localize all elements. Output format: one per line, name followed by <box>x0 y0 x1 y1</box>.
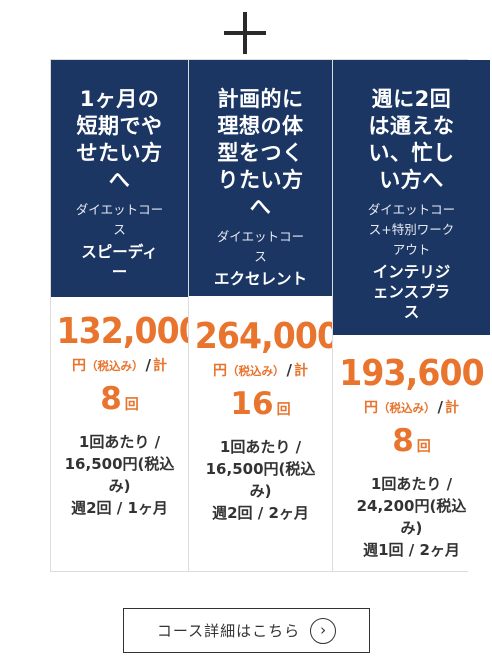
price-yen: 円 <box>363 400 378 416</box>
plan-detail: 1回あたり / 16,500円(税込 み) 週2回 / 1ヶ月 <box>64 433 175 517</box>
price-slash: / <box>145 356 151 374</box>
price-note: 円（税込み） / 計 <box>333 397 490 419</box>
session-count-number: 8 <box>100 381 122 417</box>
plan-price-block: 264,000 円（税込み） / 計 16 回 1回あたり / 16,500円(税込 … <box>189 296 340 524</box>
plan-title: 週に2回 は通えな い、忙し い方へ <box>368 87 455 192</box>
plan-detail: 1回あたり / 24,200円(税込 み) 週1回 / 2ヶ月 <box>356 475 467 559</box>
course-detail-button-label: コース詳細はこちら <box>156 622 301 640</box>
plan-course-label: ダイエットコー ス <box>216 229 305 264</box>
plan-course-name: エクセレント <box>213 270 307 288</box>
plan-detail: 1回あたり / 16,500円(税込 み) 週2回 / 2ヶ月 <box>205 438 316 522</box>
plan-header: 週に2回 は通えな い、忙し い方へ ダイエットコー ス+特別ワーク アウト イ… <box>333 60 490 335</box>
session-count-number: 16 <box>230 386 274 422</box>
price-tax-note: （税込み） <box>86 359 144 373</box>
plan-column-intelligence-plus: 週に2回 は通えな い、忙し い方へ ダイエットコー ス+特別ワーク アウト イ… <box>332 60 490 571</box>
price-tax-note: （税込み） <box>227 364 285 378</box>
price-total-label: 計 <box>293 363 308 379</box>
chevron-right-circle-icon: › <box>310 617 337 644</box>
plan-price: 193,600 <box>339 353 484 394</box>
course-detail-button[interactable]: コース詳細はこちら › <box>123 608 370 653</box>
price-tax-note: （税込み） <box>377 401 436 415</box>
price-total-label: 計 <box>152 358 167 374</box>
price-note: 円（税込み） / 計 <box>189 360 332 382</box>
price-yen: 円 <box>72 358 86 374</box>
plan-column-excellent: 計画的に 理想の体 型をつく りたい方 へ ダイエットコー ス エクセレント 2… <box>188 60 340 571</box>
price-total-label: 計 <box>444 400 459 416</box>
plan-header: 計画的に 理想の体 型をつく りたい方 へ ダイエットコー ス エクセレント <box>189 60 332 296</box>
plan-course-name: インテリジ ェンスプラ ス <box>372 263 451 321</box>
plan-price: 264,000 <box>194 316 340 357</box>
session-count-unit: 回 <box>124 397 139 413</box>
plan-title: 1ヶ月の 短期でや せたい方 へ <box>76 87 163 192</box>
plan-course-name: スピーディ ー <box>81 243 158 281</box>
price-note: 円（税込み） / 計 <box>51 355 188 377</box>
session-count-unit: 回 <box>416 439 431 455</box>
plan-course-label: ダイエットコー ス <box>75 202 164 237</box>
session-count-unit: 回 <box>276 402 291 418</box>
plan-title: 計画的に 理想の体 型をつく りたい方 へ <box>217 87 304 219</box>
price-slash: / <box>286 361 292 379</box>
price-slash: / <box>437 398 443 416</box>
plan-comparison-table: 1ヶ月の 短期でや せたい方 へ ダイエットコー ス スピーディ ー 132,0… <box>50 59 490 572</box>
plan-price: 132,000 <box>56 311 201 352</box>
plan-column-speedy: 1ヶ月の 短期でや せたい方 へ ダイエットコー ス スピーディ ー 132,0… <box>51 60 202 571</box>
price-yen: 円 <box>213 363 227 379</box>
session-count-number: 8 <box>392 423 414 459</box>
session-count: 16 回 <box>189 384 332 430</box>
plan-course-label: ダイエットコー ス+特別ワーク アウト <box>367 202 456 257</box>
plus-icon <box>224 12 266 54</box>
plan-header: 1ヶ月の 短期でや せたい方 へ ダイエットコー ス スピーディ ー <box>51 60 188 297</box>
